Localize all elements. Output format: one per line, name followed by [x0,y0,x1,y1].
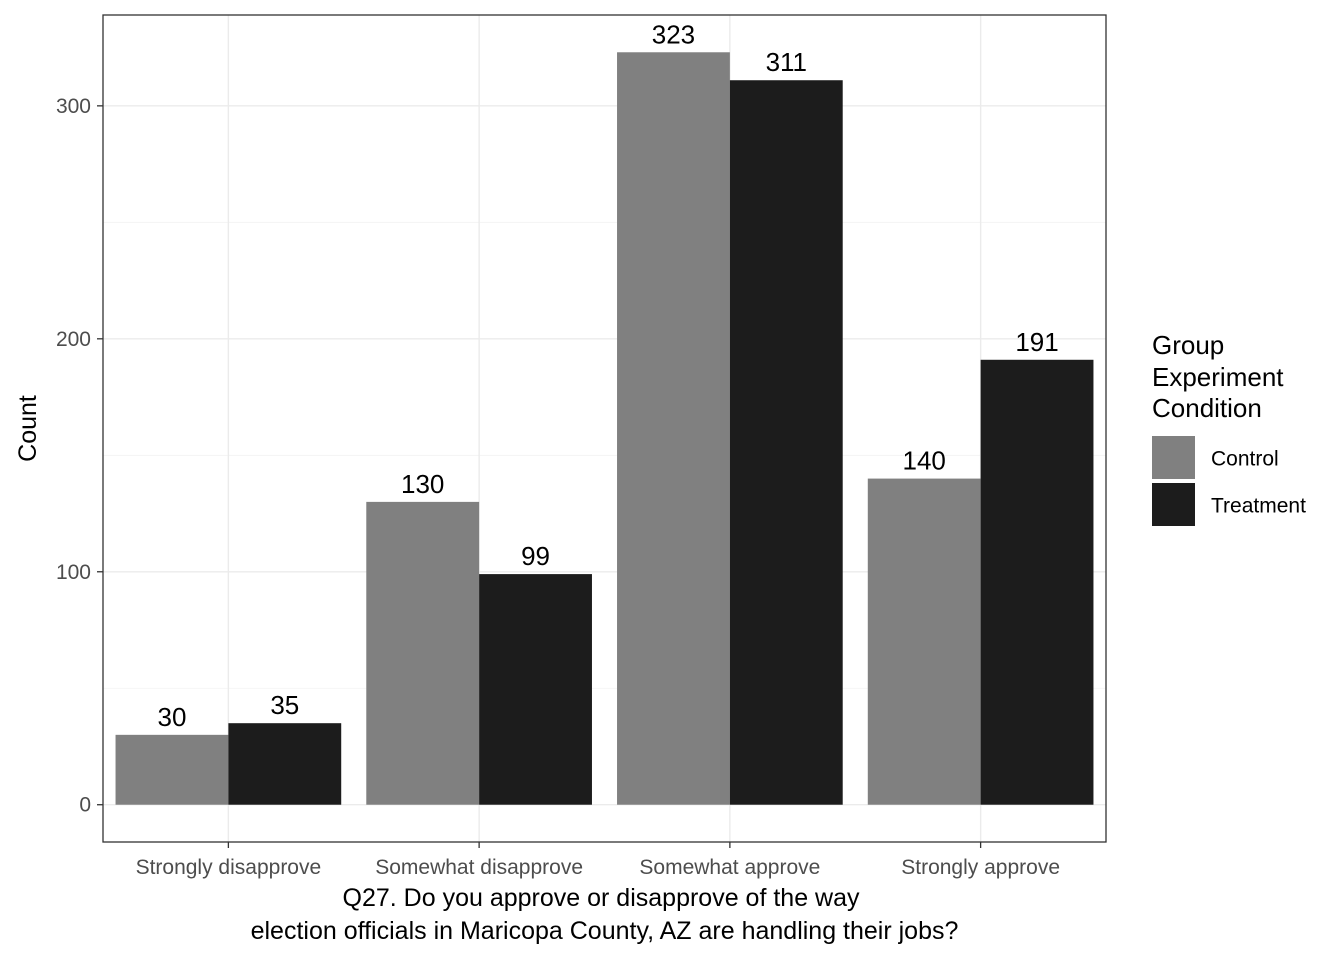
y-tick-label: 200 [56,328,91,351]
y-axis: 0 100 200 300 [56,95,103,817]
bar-control-0 [115,734,229,805]
bar-control-1 [366,501,480,805]
data-labels: 30 130 323 140 35 99 311 191 [157,19,1058,732]
data-label-control-2: 323 [652,19,695,49]
bar-control-3 [867,478,981,805]
bar-control-2 [617,52,730,805]
x-axis: Strongly disapprove Somewhat disapprove So… [136,842,1060,879]
y-tick-label: 300 [56,95,91,118]
data-label-control-3: 140 [903,446,946,476]
legend-swatch-treatment [1152,483,1195,526]
data-label-control-1: 130 [401,469,444,499]
x-axis-title-line-1: Q27. Do you approve or disapprove of the… [343,884,860,912]
bar-treatment-1 [479,574,592,805]
legend-label-treatment: Treatment [1211,495,1306,518]
data-label-control-0: 30 [157,702,186,732]
bar-treatment-3 [980,359,1094,805]
legend-title-line-3: Condition [1152,393,1262,423]
x-tick-label: Strongly disapprove [136,856,322,879]
data-label-treatment-1: 99 [521,541,550,571]
legend: Group Experiment Condition Control Treatm… [1152,330,1306,526]
legend-swatch-control [1152,436,1195,479]
legend-label-control: Control [1211,448,1279,471]
legend-items: Control Treatment [1152,436,1306,526]
bar-treatment-2 [729,80,843,805]
bars [115,52,1094,805]
legend-title-line-1: Group [1152,330,1224,360]
x-axis-title: Q27. Do you approve or disapprove of the… [251,884,959,945]
y-axis-title: Count [14,395,42,462]
data-label-treatment-0: 35 [270,690,299,720]
x-tick-label: Somewhat disapprove [375,856,583,879]
y-tick-label: 100 [56,561,91,584]
x-tick-label: Strongly approve [901,856,1060,879]
legend-title: Group Experiment Condition [1152,330,1291,423]
x-tick-label: Somewhat approve [639,856,820,879]
bar-treatment-0 [228,723,342,805]
y-tick-label: 0 [79,794,91,817]
x-axis-title-line-2: election officials in Maricopa County, A… [251,917,959,945]
data-label-treatment-3: 191 [1015,327,1058,357]
data-label-treatment-2: 311 [766,47,807,77]
plot-panel-border [102,14,1107,843]
legend-title-line-2: Experiment [1152,362,1284,392]
